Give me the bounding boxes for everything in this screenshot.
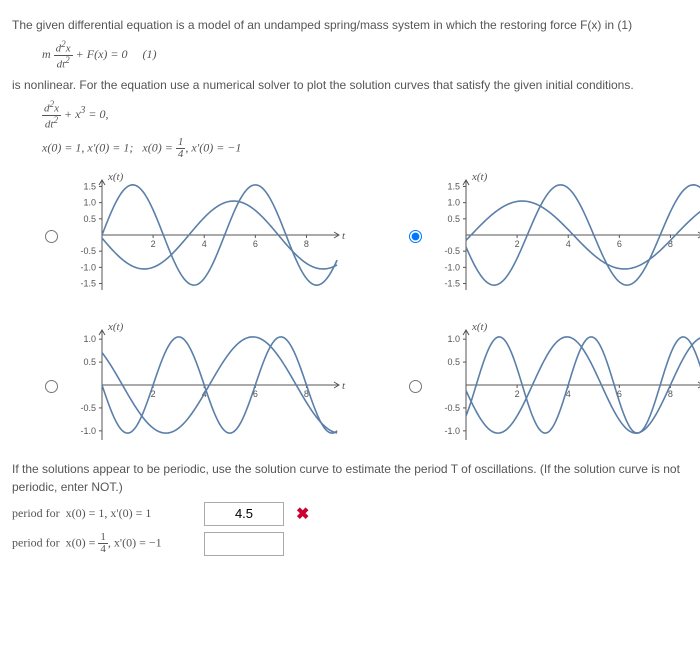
svg-text:6: 6: [253, 239, 258, 249]
option-b-radio[interactable]: [409, 230, 422, 243]
svg-text:1.0: 1.0: [83, 334, 96, 344]
svg-text:8: 8: [304, 239, 309, 249]
period-1-label: period for x(0) = 1, x'(0) = 1: [12, 506, 192, 521]
svg-text:4: 4: [202, 239, 207, 249]
chart-a: 0.5 1.0 1.5 -0.5 -1.0 -1.5 2 4 6 8 x(t) t: [66, 170, 346, 300]
svg-text:-1.0: -1.0: [80, 262, 96, 272]
svg-text:-1.0: -1.0: [80, 425, 96, 435]
option-d-cell: 0.51.0-0.5-1.02468x(t)t: [406, 320, 700, 450]
option-b-cell: 0.51.01.5-0.5-1.0-1.52468x(t)t: [406, 170, 700, 300]
svg-text:t: t: [342, 230, 346, 242]
svg-text:x(t): x(t): [107, 171, 124, 183]
svg-text:x(t): x(t): [107, 321, 124, 333]
initial-conditions: x(0) = 1, x'(0) = 1; x(0) = 14, x'(0) = …: [42, 137, 688, 160]
period-2-input[interactable]: [204, 532, 284, 556]
chart-d: 0.51.0-0.5-1.02468x(t)t: [430, 320, 700, 450]
svg-text:0.5: 0.5: [447, 357, 460, 367]
svg-text:0.5: 0.5: [83, 357, 96, 367]
svg-text:x(t): x(t): [471, 321, 488, 333]
svg-text:-0.5: -0.5: [80, 246, 96, 256]
svg-text:t: t: [342, 380, 346, 392]
svg-text:-1.0: -1.0: [444, 262, 460, 272]
charts-grid: 0.5 1.0 1.5 -0.5 -1.0 -1.5 2 4 6 8 x(t) t 0.5 1.0 1.5…: [42, 170, 688, 450]
svg-text:2: 2: [515, 389, 520, 399]
svg-text:0.5: 0.5: [83, 213, 96, 223]
svg-text:4: 4: [566, 239, 571, 249]
svg-text:-1.5: -1.5: [80, 278, 96, 288]
equation-2: d2xdt2 + x3 = 0,: [42, 100, 688, 130]
svg-text:1.5: 1.5: [83, 181, 96, 191]
svg-text:-0.5: -0.5: [444, 246, 460, 256]
period-1-row: period for x(0) = 1, x'(0) = 1 ✖: [12, 502, 688, 526]
chart-b: 0.51.01.5-0.5-1.0-1.52468x(t)t: [430, 170, 700, 300]
periodic-note: If the solutions appear to be periodic, …: [12, 460, 688, 496]
equation-1: m d2xdt2 + F(x) = 0 (1): [42, 40, 688, 70]
svg-text:-1.0: -1.0: [444, 425, 460, 435]
svg-text:-0.5: -0.5: [444, 403, 460, 413]
option-d-radio[interactable]: [409, 380, 422, 393]
option-a-cell: 0.5 1.0 1.5 -0.5 -1.0 -1.5 2 4 6 8 x(t) t: [42, 170, 346, 300]
svg-text:0.5: 0.5: [447, 213, 460, 223]
svg-text:6: 6: [617, 239, 622, 249]
svg-text:1.5: 1.5: [447, 181, 460, 191]
svg-text:1.0: 1.0: [447, 334, 460, 344]
svg-text:-1.5: -1.5: [444, 278, 460, 288]
svg-text:1.0: 1.0: [447, 197, 460, 207]
nonlinear-text: is nonlinear. For the equation use a num…: [12, 76, 688, 94]
intro-text: The given differential equation is a mod…: [12, 16, 688, 34]
incorrect-icon: ✖: [296, 504, 309, 524]
period-2-label: period for x(0) = 14, x'(0) = −1: [12, 532, 192, 555]
svg-text:x(t): x(t): [471, 171, 488, 183]
option-a-radio[interactable]: [45, 230, 58, 243]
svg-text:-0.5: -0.5: [80, 403, 96, 413]
chart-c: 0.51.0-0.5-1.02468x(t)t: [66, 320, 346, 450]
svg-text:2: 2: [515, 239, 520, 249]
svg-text:1.0: 1.0: [83, 197, 96, 207]
period-2-row: period for x(0) = 14, x'(0) = −1: [12, 532, 688, 556]
option-c-radio[interactable]: [45, 380, 58, 393]
svg-text:2: 2: [151, 239, 156, 249]
option-c-cell: 0.51.0-0.5-1.02468x(t)t: [42, 320, 346, 450]
period-1-input[interactable]: [204, 502, 284, 526]
